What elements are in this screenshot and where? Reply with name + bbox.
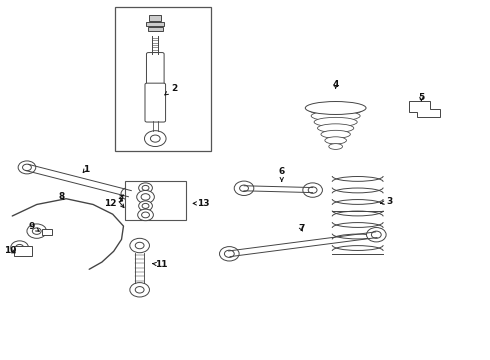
- Circle shape: [371, 231, 381, 238]
- Text: 9: 9: [28, 222, 39, 231]
- Bar: [14, 246, 32, 256]
- Circle shape: [142, 203, 149, 208]
- Text: 8: 8: [58, 192, 64, 201]
- Circle shape: [145, 131, 166, 147]
- Circle shape: [234, 181, 254, 195]
- Ellipse shape: [314, 117, 357, 127]
- Circle shape: [224, 250, 234, 257]
- Circle shape: [240, 185, 248, 192]
- Circle shape: [142, 212, 149, 218]
- Circle shape: [135, 287, 144, 293]
- FancyBboxPatch shape: [147, 53, 164, 86]
- Polygon shape: [409, 101, 440, 117]
- Circle shape: [308, 187, 317, 193]
- Circle shape: [220, 247, 239, 261]
- Text: 2: 2: [165, 84, 177, 95]
- Text: 3: 3: [381, 197, 392, 206]
- Circle shape: [125, 190, 134, 197]
- Bar: [147, 22, 164, 26]
- Text: 4: 4: [332, 80, 339, 89]
- Circle shape: [142, 185, 149, 190]
- Text: 7: 7: [298, 224, 305, 233]
- Circle shape: [150, 135, 160, 142]
- Ellipse shape: [325, 137, 346, 144]
- Circle shape: [16, 244, 24, 250]
- Text: 11: 11: [152, 260, 168, 269]
- Circle shape: [137, 190, 154, 203]
- Bar: [125, 181, 186, 220]
- Circle shape: [367, 228, 386, 242]
- Ellipse shape: [305, 102, 366, 114]
- Bar: [42, 229, 52, 235]
- Circle shape: [121, 187, 139, 200]
- Circle shape: [135, 242, 144, 249]
- Circle shape: [139, 183, 152, 193]
- Circle shape: [130, 283, 149, 297]
- Text: 10: 10: [3, 246, 16, 255]
- Circle shape: [303, 183, 322, 197]
- Circle shape: [138, 209, 153, 221]
- Circle shape: [23, 164, 31, 171]
- Circle shape: [27, 224, 47, 238]
- Bar: [115, 7, 211, 151]
- Bar: [148, 27, 163, 31]
- Circle shape: [11, 241, 28, 254]
- Circle shape: [32, 228, 41, 234]
- Circle shape: [130, 238, 149, 253]
- Text: 12: 12: [104, 198, 123, 208]
- FancyBboxPatch shape: [145, 83, 166, 122]
- Text: 1: 1: [83, 165, 89, 174]
- Text: 6: 6: [279, 166, 285, 181]
- Circle shape: [139, 201, 152, 211]
- Ellipse shape: [311, 111, 360, 121]
- Ellipse shape: [309, 104, 363, 115]
- Circle shape: [18, 161, 36, 174]
- Bar: [149, 15, 161, 21]
- Circle shape: [141, 194, 150, 200]
- Ellipse shape: [329, 144, 343, 149]
- Ellipse shape: [321, 130, 350, 138]
- Text: 5: 5: [418, 93, 424, 102]
- Ellipse shape: [318, 124, 354, 132]
- Text: 13: 13: [193, 199, 210, 208]
